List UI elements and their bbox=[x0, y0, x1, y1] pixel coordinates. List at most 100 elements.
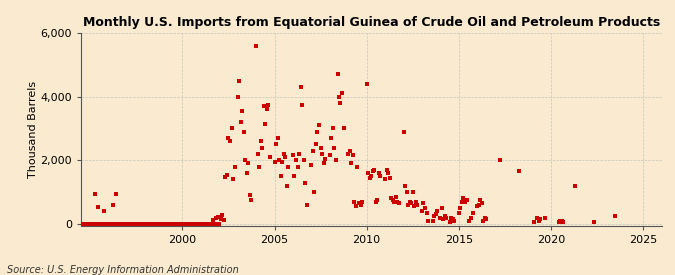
Point bbox=[384, 175, 395, 180]
Point bbox=[475, 198, 486, 202]
Point bbox=[180, 222, 191, 226]
Point bbox=[246, 198, 257, 202]
Point bbox=[354, 201, 364, 205]
Point bbox=[214, 222, 225, 226]
Point bbox=[392, 199, 403, 204]
Point bbox=[89, 222, 100, 226]
Point bbox=[441, 215, 452, 220]
Point bbox=[136, 222, 146, 226]
Point bbox=[301, 203, 312, 207]
Point bbox=[297, 102, 308, 107]
Point bbox=[76, 222, 86, 226]
Point bbox=[143, 222, 154, 226]
Point bbox=[91, 222, 102, 226]
Point bbox=[298, 158, 309, 163]
Point bbox=[529, 220, 539, 224]
Point bbox=[205, 222, 215, 226]
Point bbox=[220, 175, 231, 179]
Point bbox=[124, 222, 134, 226]
Point bbox=[495, 158, 506, 163]
Title: Monthly U.S. Imports from Equatorial Guinea of Crude Oil and Petroleum Products: Monthly U.S. Imports from Equatorial Gui… bbox=[82, 16, 660, 29]
Point bbox=[100, 222, 111, 226]
Point bbox=[346, 161, 357, 166]
Point bbox=[237, 109, 248, 113]
Point bbox=[435, 215, 446, 220]
Point bbox=[120, 222, 131, 226]
Point bbox=[387, 198, 398, 202]
Point bbox=[479, 215, 490, 220]
Point bbox=[169, 222, 180, 226]
Point bbox=[154, 222, 165, 226]
Point bbox=[283, 164, 294, 169]
Point bbox=[288, 153, 298, 158]
Point bbox=[157, 222, 168, 226]
Point bbox=[481, 217, 492, 221]
Point bbox=[191, 222, 202, 226]
Point bbox=[114, 222, 125, 226]
Point bbox=[254, 164, 265, 169]
Point bbox=[420, 206, 431, 210]
Point bbox=[403, 203, 414, 207]
Point bbox=[195, 222, 206, 226]
Point bbox=[431, 212, 441, 217]
Point bbox=[206, 222, 217, 226]
Point bbox=[103, 222, 114, 226]
Point bbox=[137, 222, 148, 226]
Text: Source: U.S. Energy Information Administration: Source: U.S. Energy Information Administ… bbox=[7, 265, 238, 275]
Point bbox=[369, 168, 380, 172]
Point bbox=[439, 214, 450, 218]
Point bbox=[219, 218, 230, 222]
Point bbox=[352, 164, 363, 169]
Point bbox=[300, 180, 310, 185]
Point bbox=[446, 215, 456, 220]
Point bbox=[161, 222, 172, 226]
Point bbox=[168, 222, 179, 226]
Point bbox=[338, 126, 349, 131]
Point bbox=[333, 94, 344, 99]
Point bbox=[177, 222, 188, 226]
Point bbox=[211, 216, 221, 220]
Point bbox=[128, 222, 138, 226]
Point bbox=[117, 222, 128, 226]
Point bbox=[209, 222, 220, 226]
Point bbox=[401, 190, 412, 194]
Point bbox=[226, 126, 237, 131]
Point bbox=[178, 222, 189, 226]
Point bbox=[189, 222, 200, 226]
Point bbox=[364, 175, 375, 180]
Point bbox=[280, 155, 291, 159]
Point bbox=[409, 204, 420, 209]
Point bbox=[464, 219, 475, 223]
Point bbox=[327, 126, 338, 131]
Point bbox=[185, 222, 196, 226]
Point bbox=[309, 190, 320, 194]
Point bbox=[277, 160, 288, 164]
Point bbox=[140, 222, 151, 226]
Point bbox=[458, 196, 469, 201]
Point bbox=[234, 79, 244, 83]
Point bbox=[478, 219, 489, 223]
Point bbox=[227, 177, 238, 181]
Point bbox=[554, 220, 564, 224]
Point bbox=[423, 219, 433, 223]
Point bbox=[263, 102, 274, 107]
Point bbox=[261, 107, 272, 112]
Point bbox=[111, 191, 122, 196]
Point bbox=[115, 222, 126, 226]
Point bbox=[153, 222, 163, 226]
Y-axis label: Thousand Barrels: Thousand Barrels bbox=[28, 81, 38, 178]
Point bbox=[460, 199, 470, 204]
Point bbox=[312, 130, 323, 134]
Point bbox=[407, 190, 418, 194]
Point bbox=[406, 201, 416, 205]
Point bbox=[108, 203, 119, 207]
Point bbox=[159, 222, 169, 226]
Point bbox=[97, 222, 108, 226]
Point bbox=[275, 174, 286, 178]
Point bbox=[291, 158, 302, 163]
Point bbox=[533, 219, 544, 223]
Point bbox=[535, 217, 545, 221]
Point bbox=[429, 214, 439, 218]
Point bbox=[310, 142, 321, 147]
Point bbox=[131, 222, 142, 226]
